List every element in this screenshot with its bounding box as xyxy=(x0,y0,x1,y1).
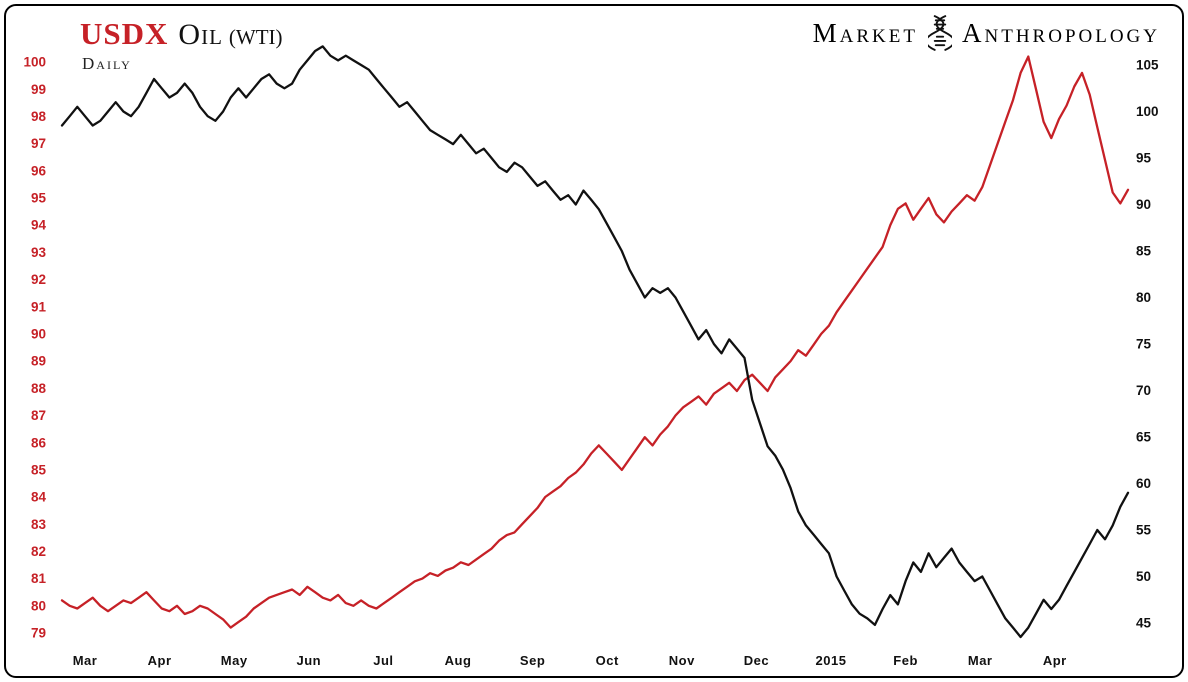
month-label: Mar xyxy=(968,653,993,668)
right-axis-label: 105 xyxy=(1136,58,1159,73)
month-label: Aug xyxy=(445,653,472,668)
left-axis-label: 91 xyxy=(31,299,47,314)
right-axis-label: 100 xyxy=(1136,104,1159,119)
month-label: Apr xyxy=(148,653,172,668)
month-label: Sep xyxy=(520,653,545,668)
left-axis-label: 97 xyxy=(31,136,46,151)
month-label: Jun xyxy=(296,653,321,668)
right-axis-label: 75 xyxy=(1136,337,1152,352)
left-axis-label: 81 xyxy=(31,571,47,586)
left-axis-label: 79 xyxy=(31,626,46,641)
right-axis-label: 85 xyxy=(1136,244,1152,259)
brand-anthropology: Anthropology xyxy=(962,17,1160,48)
left-axis-label: 99 xyxy=(31,82,46,97)
left-axis-label: 85 xyxy=(31,463,47,478)
month-label: Apr xyxy=(1043,653,1067,668)
right-axis-label: 65 xyxy=(1136,430,1152,445)
right-axis-label: 55 xyxy=(1136,523,1152,538)
left-axis-label: 83 xyxy=(31,517,47,532)
right-axis-label: 50 xyxy=(1136,569,1151,584)
chart-frame xyxy=(4,4,1184,678)
right-axis-label: 60 xyxy=(1136,476,1151,491)
left-axis-label: 96 xyxy=(31,163,47,178)
right-axis-label: 80 xyxy=(1136,290,1151,305)
chart-subtitle: Daily xyxy=(82,54,132,73)
title-oil: Oil xyxy=(178,18,223,51)
chart-header: USDX Oil (WTI) Daily xyxy=(80,16,283,74)
month-label: 2015 xyxy=(816,653,847,668)
month-label: Jul xyxy=(373,653,393,668)
title-wti: (WTI) xyxy=(228,25,283,49)
left-axis-label: 89 xyxy=(31,354,46,369)
brand-market: Market xyxy=(812,17,918,48)
month-label: May xyxy=(221,653,248,668)
left-axis-label: 86 xyxy=(31,435,47,450)
left-axis-label: 92 xyxy=(31,272,46,287)
month-label: Mar xyxy=(73,653,98,668)
left-axis-label: 90 xyxy=(31,327,46,342)
left-axis-label: 95 xyxy=(31,191,47,206)
right-axis-label: 70 xyxy=(1136,383,1151,398)
usdx-line xyxy=(60,55,1130,629)
brand-logo: Market Anthropology xyxy=(813,14,1160,52)
month-label: Feb xyxy=(893,653,918,668)
left-axis-label: 82 xyxy=(31,544,46,559)
left-axis-label: 80 xyxy=(31,598,46,613)
month-label: Dec xyxy=(744,653,769,668)
left-axis-label: 100 xyxy=(23,55,46,70)
left-axis-label: 88 xyxy=(31,381,47,396)
right-axis-label: 95 xyxy=(1136,151,1152,166)
title-usdx: USDX xyxy=(80,16,169,51)
left-axis-label: 87 xyxy=(31,408,46,423)
month-label: Oct xyxy=(596,653,619,668)
right-axis-label: 90 xyxy=(1136,197,1151,212)
right-axis-label: 45 xyxy=(1136,616,1152,631)
left-axis-label: 98 xyxy=(31,109,47,124)
left-axis-label: 93 xyxy=(31,245,47,260)
left-axis-label: 94 xyxy=(31,218,47,233)
dna-icon xyxy=(928,15,952,51)
chart-title: USDX Oil (WTI) xyxy=(80,16,283,52)
month-label: Nov xyxy=(669,653,695,668)
left-axis-label: 84 xyxy=(31,490,47,505)
oil-line xyxy=(60,45,1130,639)
